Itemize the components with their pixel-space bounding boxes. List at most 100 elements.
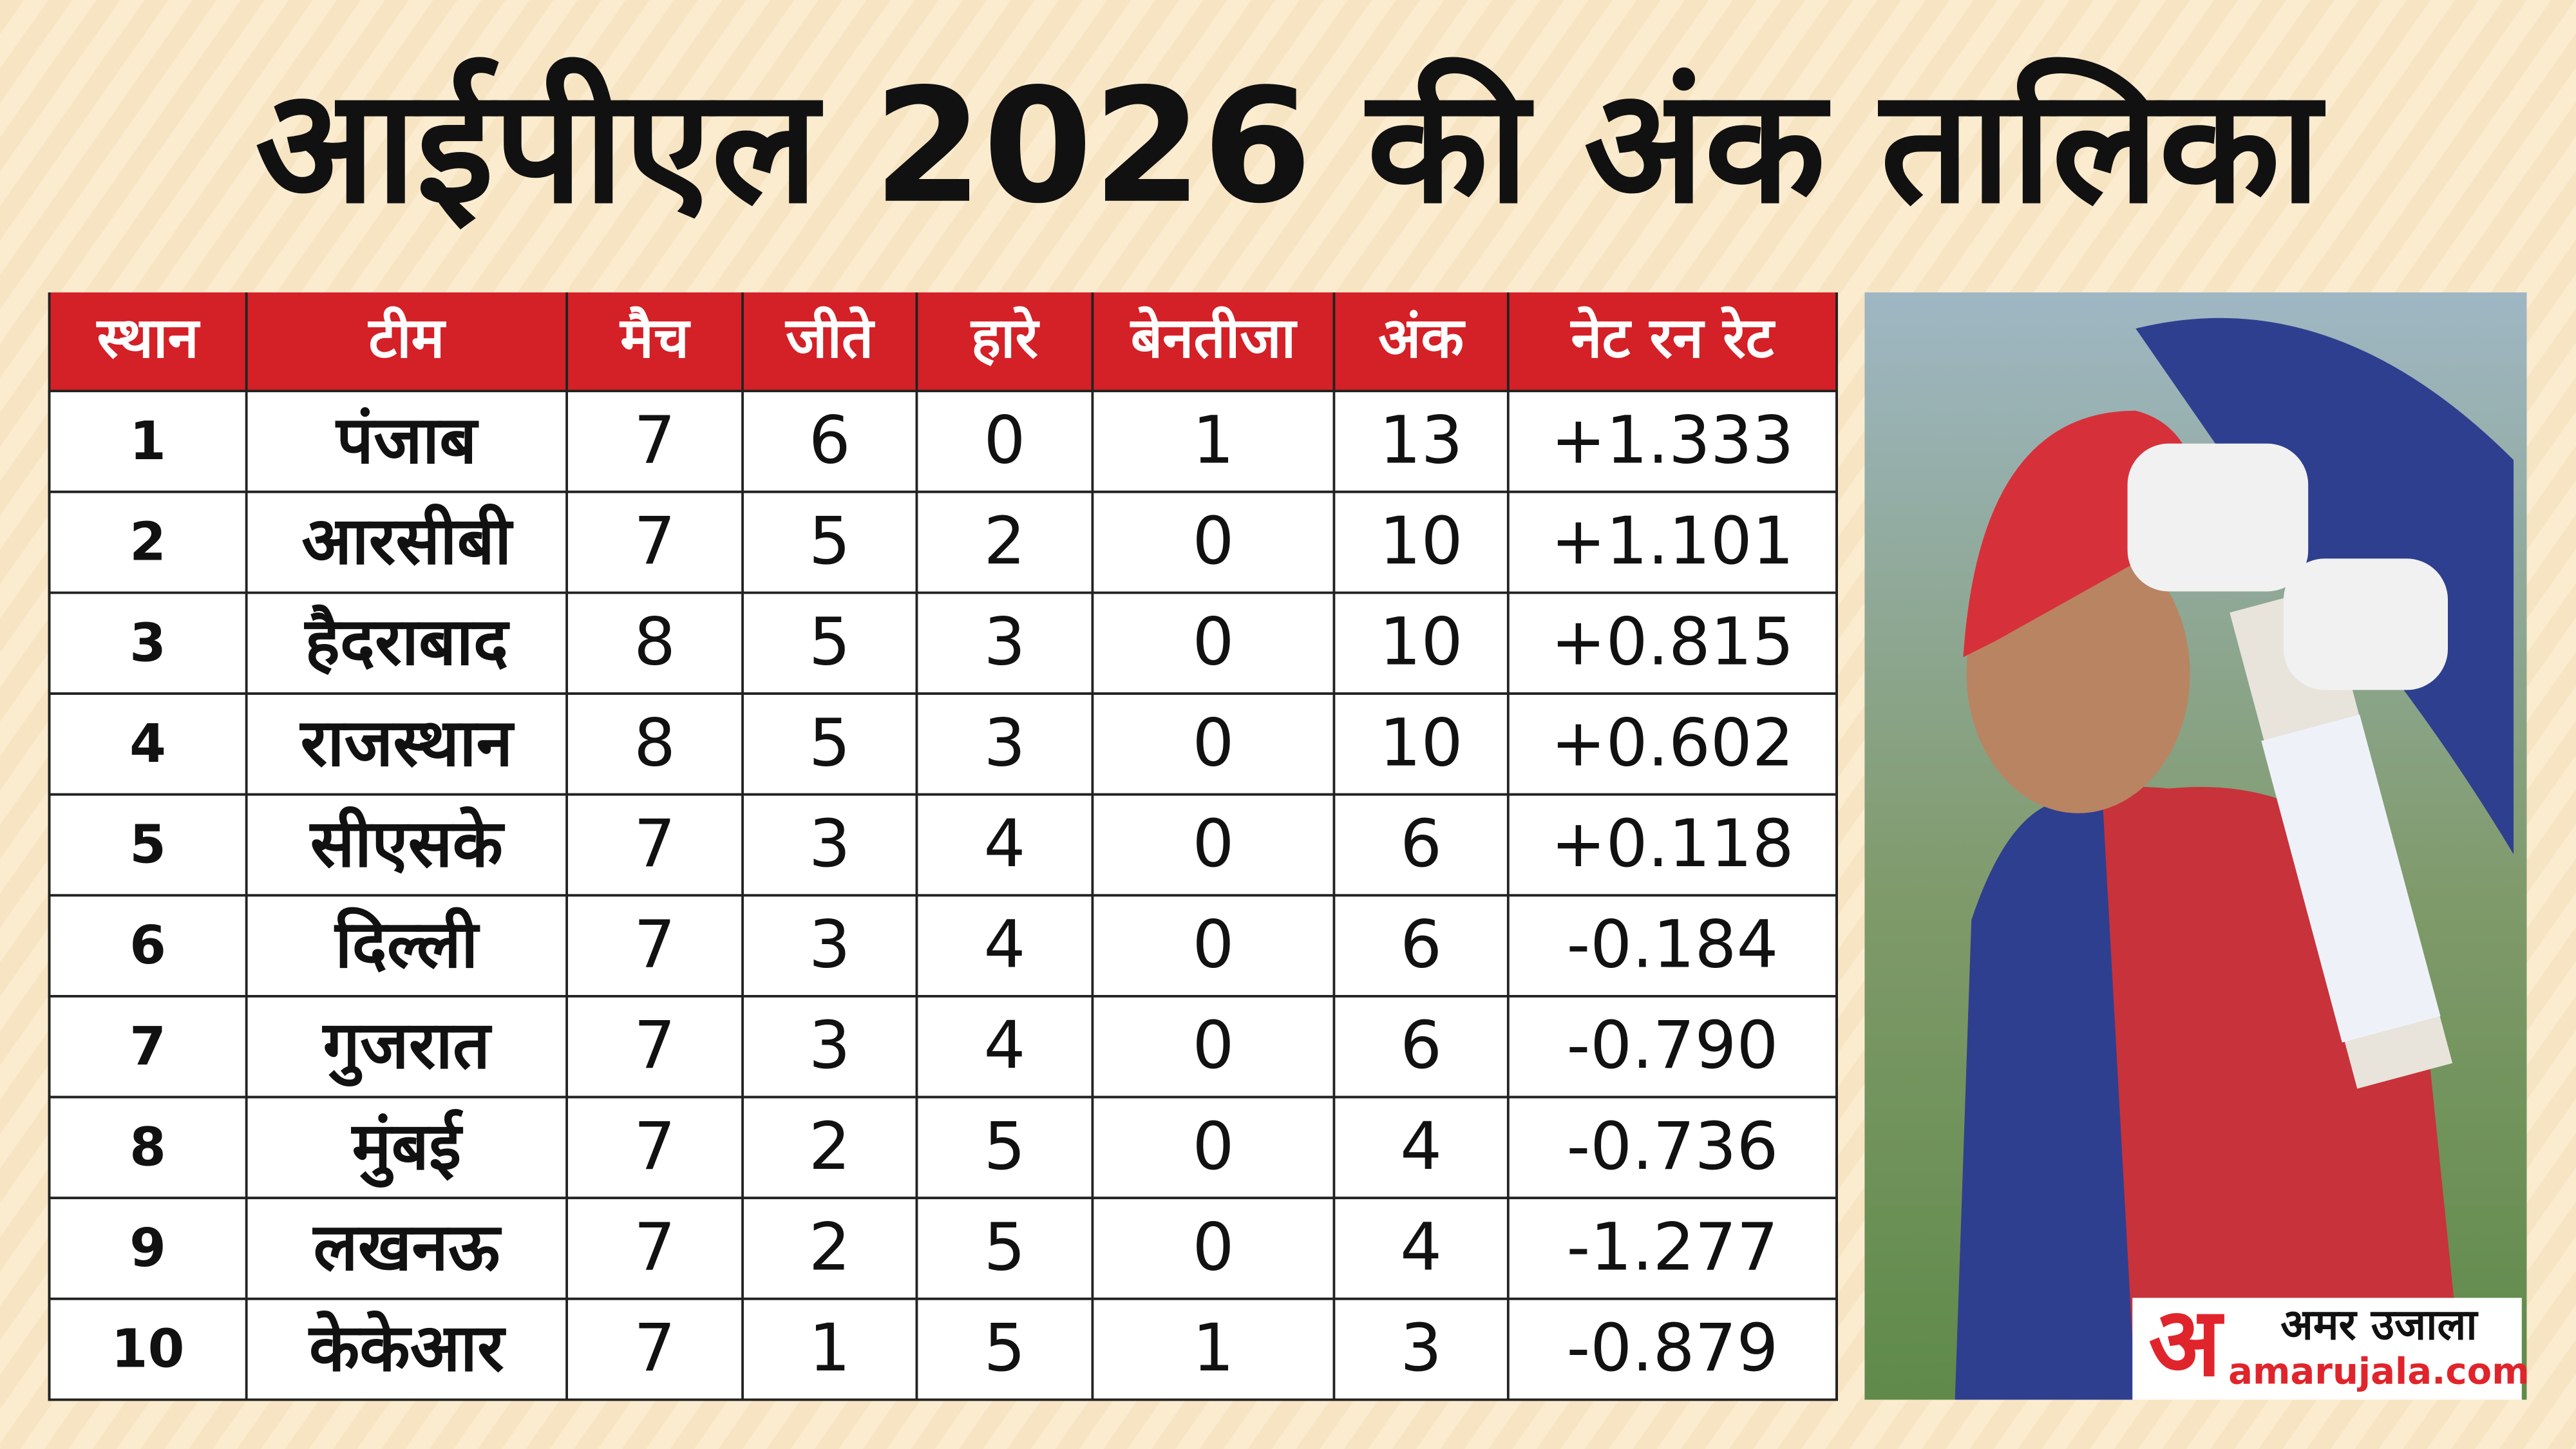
stat-cell: +0.118: [1551, 806, 1794, 882]
team-cell: लखनऊ: [312, 1209, 502, 1285]
standings-table: स्थान टीम मैच जीते हारे बेनतीजा अंक नेट रन रेट 1…: [48, 292, 1838, 1401]
position-cell: 2: [129, 512, 166, 573]
position-cell: 5: [129, 815, 166, 876]
stat-cell: 13: [1379, 402, 1463, 478]
table-row: [48, 995, 1838, 1099]
stat-cell: 10: [1379, 503, 1463, 580]
table-row: [48, 591, 1838, 695]
team-cell: गुजरात: [322, 1007, 493, 1086]
team-cell: पंजाब: [335, 402, 479, 478]
stat-cell: 6: [809, 402, 851, 478]
stat-cell: 7: [634, 503, 676, 580]
stat-cell: 10: [1379, 705, 1463, 781]
team-cell: केकेआर: [308, 1310, 506, 1387]
stat-cell: +1.333: [1551, 402, 1794, 478]
stat-cell: -1.277: [1566, 1209, 1778, 1285]
stat-cell: +1.101: [1551, 503, 1794, 580]
stat-cell: 0: [1192, 705, 1234, 781]
stat-cell: 5: [809, 604, 851, 681]
team-cell: दिल्ली: [334, 907, 480, 983]
position-cell: 7: [129, 1016, 166, 1077]
stat-cell: 10: [1379, 604, 1463, 681]
position-cell: 10: [111, 1319, 185, 1380]
header-cell: टीम: [367, 306, 446, 371]
stat-cell: 8: [634, 705, 676, 781]
position-cell: 4: [129, 714, 166, 775]
stat-cell: 6: [1400, 806, 1442, 882]
stat-cell: +0.815: [1551, 604, 1794, 681]
stat-cell: 0: [983, 402, 1025, 478]
position-cell: 6: [129, 915, 166, 976]
table-row: [48, 390, 1838, 493]
stat-cell: 2: [809, 1108, 851, 1185]
logo-mark: अ: [2148, 1287, 2224, 1397]
stat-cell: 0: [1192, 1007, 1234, 1084]
stat-cell: -0.184: [1566, 907, 1778, 983]
stat-cell: 0: [1192, 806, 1234, 882]
stat-cell: 4: [1400, 1209, 1442, 1285]
stat-cell: 7: [634, 1108, 676, 1185]
stat-cell: 0: [1192, 907, 1234, 983]
stat-cell: 0: [1192, 604, 1234, 681]
stat-cell: 7: [634, 806, 676, 882]
stat-cell: 0: [1192, 503, 1234, 580]
stat-cell: 5: [983, 1209, 1025, 1285]
stat-cell: 4: [1400, 1108, 1442, 1185]
stat-cell: 1: [1192, 402, 1234, 478]
stat-cell: 3: [983, 705, 1025, 781]
position-cell: 8: [129, 1117, 166, 1178]
stat-cell: 6: [1400, 907, 1442, 983]
stat-cell: 0: [1192, 1108, 1234, 1185]
logo-name: अमर उजाला: [2280, 1299, 2479, 1349]
stat-cell: -0.736: [1566, 1108, 1778, 1185]
stat-cell: 7: [634, 402, 676, 478]
stat-cell: 3: [983, 604, 1025, 681]
header-cell: हारे: [970, 306, 1041, 371]
title: आईपीएल 2026 की अंक तालिका: [255, 55, 2325, 238]
table-row: [48, 490, 1838, 594]
stat-cell: +0.602: [1551, 705, 1794, 781]
player-photo: [1864, 292, 2527, 1400]
stat-cell: 0: [1192, 1209, 1234, 1285]
position-cell: 3: [129, 612, 166, 674]
stat-cell: 5: [983, 1108, 1025, 1185]
stat-cell: -0.790: [1566, 1007, 1778, 1084]
header-cell: जीते: [784, 306, 875, 371]
logo: अ अमर उजाला amarujala.com: [2132, 1287, 2530, 1400]
stat-cell: 3: [809, 806, 851, 882]
team-cell: मुंबई: [351, 1108, 464, 1188]
stat-cell: 4: [983, 806, 1025, 882]
stat-cell: 5: [809, 503, 851, 580]
stat-cell: 1: [1192, 1310, 1234, 1387]
stat-cell: 4: [983, 1007, 1025, 1084]
stat-cell: 1: [809, 1310, 851, 1387]
position-cell: 1: [129, 411, 166, 472]
stat-cell: 7: [634, 1209, 676, 1285]
stat-cell: 3: [809, 1007, 851, 1084]
team-cell: हैदराबाद: [304, 604, 510, 681]
stat-cell: 7: [634, 1007, 676, 1084]
stat-cell: 2: [809, 1209, 851, 1285]
header-cell: मैच: [619, 306, 691, 371]
table-row: [48, 1297, 1838, 1401]
header-cell: स्थान: [96, 306, 201, 371]
stat-cell: 7: [634, 907, 676, 983]
header-cell: अंक: [1378, 306, 1466, 371]
stat-cell: 5: [983, 1310, 1025, 1387]
logo-site: amarujala.com: [2228, 1350, 2530, 1392]
team-cell: आरसीबी: [301, 503, 514, 580]
stat-cell: 4: [983, 907, 1025, 983]
stat-cell: 5: [809, 705, 851, 781]
stat-cell: 7: [634, 1310, 676, 1387]
stat-cell: 8: [634, 604, 676, 681]
stat-cell: 6: [1400, 1007, 1442, 1084]
stat-cell: -0.879: [1566, 1310, 1778, 1387]
stat-cell: 2: [983, 503, 1025, 580]
stat-cell: 3: [1400, 1310, 1442, 1387]
team-cell: सीएसके: [309, 806, 506, 882]
stat-cell: 3: [809, 907, 851, 983]
header-row: [49, 292, 1837, 392]
header-cell: नेट रन रेट: [1569, 306, 1776, 371]
team-cell: राजस्थान: [299, 705, 515, 781]
